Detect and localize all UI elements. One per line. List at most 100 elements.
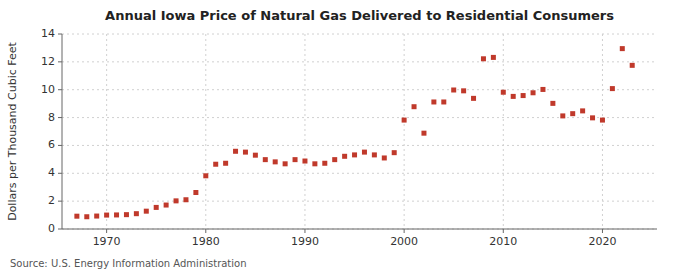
point: [382, 155, 387, 160]
point: [84, 214, 89, 219]
point: [164, 203, 169, 208]
x-axis-line: [62, 229, 657, 230]
tick-label: 12: [41, 55, 55, 68]
tick-mark: [58, 34, 62, 35]
tick-label: 8: [48, 111, 55, 124]
source-note: Source: U.S. Energy Information Administ…: [10, 258, 247, 269]
point: [402, 118, 407, 123]
point: [342, 154, 347, 159]
point: [501, 90, 506, 95]
tick-label: 14: [41, 27, 55, 40]
grid-line: [62, 201, 657, 202]
point: [372, 152, 377, 157]
point: [461, 88, 466, 93]
point: [183, 197, 188, 202]
point: [193, 190, 198, 195]
grid-line: [205, 34, 206, 229]
tick-mark: [58, 145, 62, 146]
point: [451, 87, 456, 92]
point: [471, 96, 476, 101]
grid-line: [62, 229, 657, 230]
tick-label: 10: [41, 83, 55, 96]
point: [322, 161, 327, 166]
point: [610, 86, 615, 91]
point: [114, 212, 119, 217]
point: [273, 159, 278, 164]
grid-line: [304, 34, 305, 229]
tick-mark: [58, 201, 62, 202]
point: [144, 209, 149, 214]
point: [104, 213, 109, 218]
grid-line: [62, 173, 657, 174]
point: [134, 211, 139, 216]
grid-line: [503, 34, 504, 229]
tick-label: 1990: [291, 235, 319, 248]
tick-mark: [602, 229, 603, 233]
tick-label: 2000: [390, 235, 418, 248]
point: [263, 157, 268, 162]
point: [253, 153, 258, 158]
grid-line: [62, 117, 657, 118]
point: [174, 198, 179, 203]
point: [421, 131, 426, 136]
point: [223, 161, 228, 166]
grid-line: [62, 61, 657, 62]
point: [213, 162, 218, 167]
point: [392, 150, 397, 155]
grid-line: [62, 145, 657, 146]
point: [580, 108, 585, 113]
tick-label: 6: [48, 138, 55, 151]
tick-label: 1980: [192, 235, 220, 248]
point: [94, 214, 99, 219]
point: [590, 115, 595, 120]
tick-mark: [58, 173, 62, 174]
tick-mark: [58, 89, 62, 90]
point: [352, 152, 357, 157]
point: [441, 99, 446, 104]
tick-mark: [503, 229, 504, 233]
chart: 02468101214197019801990200020102020Annua…: [0, 0, 675, 275]
point: [243, 150, 248, 155]
point: [312, 161, 317, 166]
point: [550, 101, 555, 106]
tick-mark: [58, 229, 62, 230]
tick-label: 2: [48, 194, 55, 207]
grid-line: [404, 34, 405, 229]
point: [511, 94, 516, 99]
point: [540, 87, 545, 92]
grid: [62, 34, 657, 229]
point: [124, 212, 129, 217]
point: [283, 161, 288, 166]
y-axis-line: [62, 34, 63, 229]
point: [74, 214, 79, 219]
point: [491, 55, 496, 60]
tick-mark: [58, 61, 62, 62]
point: [431, 99, 436, 104]
point: [521, 93, 526, 98]
tick-mark: [404, 229, 405, 233]
point: [154, 205, 159, 210]
grid-line: [62, 89, 657, 90]
tick-label: 0: [48, 222, 55, 235]
point: [332, 157, 337, 162]
ticks: 02468101214197019801990200020102020: [41, 27, 616, 248]
point: [560, 113, 565, 118]
point: [620, 46, 625, 51]
point: [531, 90, 536, 95]
point: [412, 104, 417, 109]
point: [302, 159, 307, 164]
title: Annual Iowa Price of Natural Gas Deliver…: [105, 8, 614, 23]
point: [203, 173, 208, 178]
point: [481, 56, 486, 61]
grid-line: [62, 34, 657, 35]
grid-line: [106, 34, 107, 229]
tick-label: 4: [48, 166, 55, 179]
point: [233, 149, 238, 154]
tick-mark: [304, 229, 305, 233]
points: [74, 46, 634, 219]
tick-mark: [106, 229, 107, 233]
point: [600, 118, 605, 123]
tick-label: 2010: [489, 235, 517, 248]
point: [630, 63, 635, 68]
tick-mark: [205, 229, 206, 233]
